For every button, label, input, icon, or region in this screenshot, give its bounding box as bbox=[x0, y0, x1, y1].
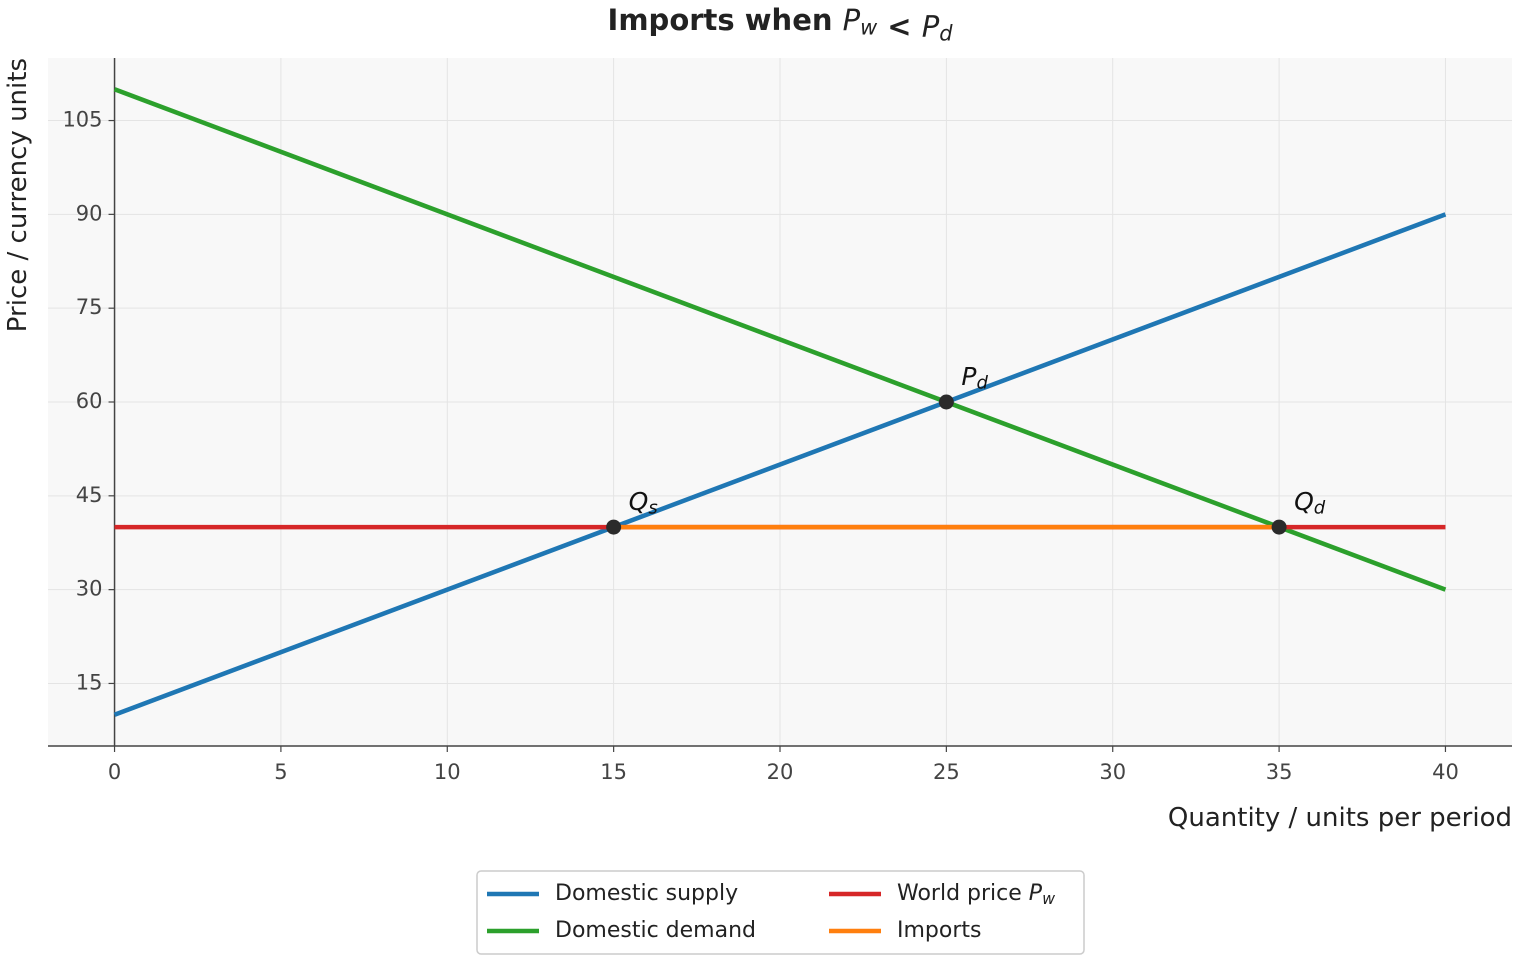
legend-box bbox=[476, 870, 1085, 955]
series-line bbox=[113, 212, 1447, 717]
legend-label: Domestic demand bbox=[555, 918, 756, 943]
point-marker bbox=[1271, 519, 1287, 535]
x-tick-label: 0 bbox=[108, 760, 121, 784]
series-line bbox=[113, 87, 1447, 592]
legend-label: World price Pw bbox=[897, 881, 1055, 907]
x-tick-label: 40 bbox=[1432, 760, 1459, 784]
x-tick-label: 35 bbox=[1266, 760, 1293, 784]
y-tick-label: 30 bbox=[76, 577, 103, 601]
y-tick-label: 90 bbox=[76, 201, 103, 225]
point-marker bbox=[606, 519, 622, 535]
legend-label: Imports bbox=[897, 918, 981, 943]
point-annotation: Qs bbox=[629, 487, 658, 518]
point-marker bbox=[938, 394, 954, 410]
x-tick-label: 25 bbox=[933, 760, 960, 784]
x-tick-label: 15 bbox=[600, 760, 627, 784]
x-axis-label: Quantity / units per period bbox=[1168, 803, 1512, 833]
point-annotation: Pd bbox=[961, 362, 988, 393]
y-axis-label: Price / currency units bbox=[3, 58, 33, 332]
x-tick-label: 10 bbox=[434, 760, 461, 784]
point-annotation: Qd bbox=[1294, 487, 1326, 518]
y-tick-label: 75 bbox=[76, 295, 103, 319]
legend: Domestic supply Domestic demand World pric… bbox=[476, 870, 1085, 955]
chart-title: Imports when Pw < Pd bbox=[608, 3, 954, 46]
x-tick-label: 5 bbox=[274, 760, 287, 784]
y-tick-label: 105 bbox=[62, 108, 102, 132]
y-tick-label: 15 bbox=[76, 670, 103, 694]
x-tick-label: 30 bbox=[1099, 760, 1126, 784]
x-tick-label: 20 bbox=[767, 760, 794, 784]
y-tick-label: 60 bbox=[76, 389, 103, 413]
y-tick-label: 45 bbox=[76, 483, 103, 507]
legend-label: Domestic supply bbox=[555, 881, 738, 906]
